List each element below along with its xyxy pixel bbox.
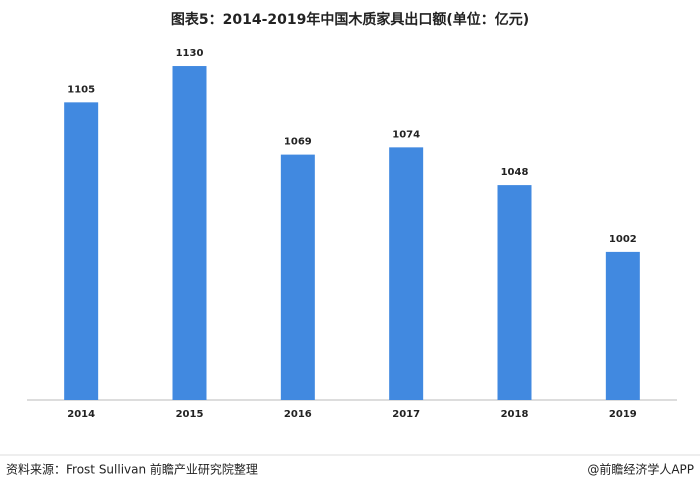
bar bbox=[172, 66, 207, 400]
value-label: 1048 bbox=[501, 167, 529, 178]
x-tick-label: 2015 bbox=[176, 409, 204, 420]
bar bbox=[280, 154, 315, 400]
value-label: 1074 bbox=[392, 129, 420, 140]
bar bbox=[64, 102, 99, 400]
value-label: 1105 bbox=[67, 84, 95, 95]
x-tick-label: 2014 bbox=[67, 409, 95, 420]
x-tick-label: 2016 bbox=[284, 409, 312, 420]
value-label: 1069 bbox=[284, 137, 312, 148]
credit: @前瞻经济学人APP bbox=[587, 462, 694, 477]
chart-title: 图表5：2014-2019年中国木质家具出口额(单位：亿元) bbox=[171, 11, 529, 28]
bar bbox=[497, 185, 532, 400]
bar bbox=[605, 251, 640, 400]
value-label: 1130 bbox=[176, 48, 204, 59]
source-note: 资料来源：Frost Sullivan 前瞻产业研究院整理 bbox=[6, 462, 258, 477]
x-tick-label: 2018 bbox=[501, 409, 529, 420]
value-label: 1002 bbox=[609, 234, 637, 245]
x-tick-label: 2019 bbox=[609, 409, 637, 420]
x-tick-label: 2017 bbox=[392, 409, 420, 420]
bar bbox=[389, 147, 424, 400]
